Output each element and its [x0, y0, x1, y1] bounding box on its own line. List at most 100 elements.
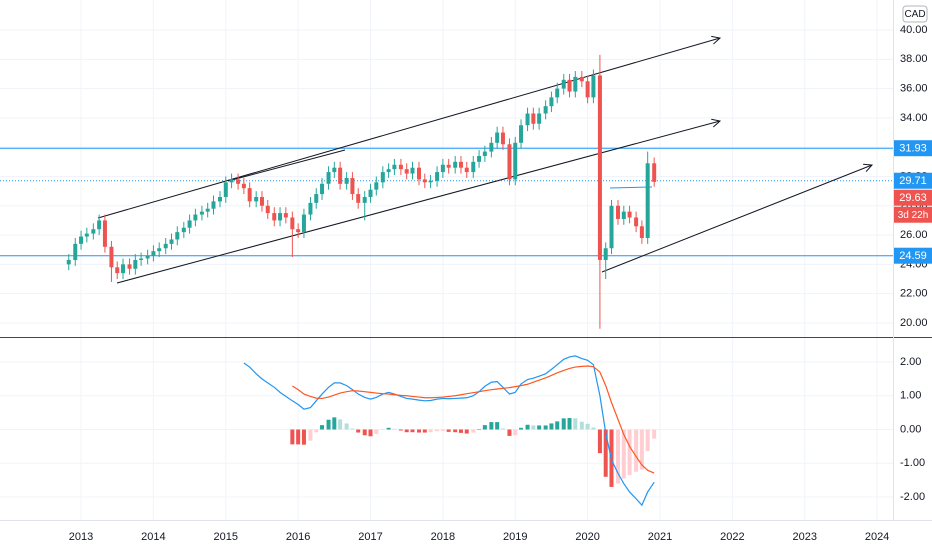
x-tick-label: 2017 — [358, 531, 382, 543]
price-level-label: 29.71 — [899, 175, 927, 187]
candle-body — [259, 196, 264, 206]
candle-body — [549, 97, 554, 107]
histogram-bar — [410, 429, 415, 433]
candle-body — [350, 177, 355, 195]
candle-body — [519, 125, 524, 143]
histogram-bar — [519, 427, 524, 430]
x-tick-label: 2024 — [865, 531, 889, 543]
candle-body — [283, 213, 288, 218]
histogram-bar — [398, 429, 403, 431]
candle-body — [308, 202, 313, 215]
price-level-label: 31.93 — [899, 143, 927, 155]
candle-body — [205, 208, 210, 212]
y2-tick-label: 1.00 — [900, 390, 921, 402]
price-level-label: 24.59 — [899, 250, 927, 262]
histogram-bar — [639, 429, 644, 470]
candle-body — [296, 229, 301, 233]
histogram-bar — [471, 429, 476, 433]
candle-body — [344, 177, 349, 184]
candle-body — [236, 179, 241, 184]
price-level-box — [894, 247, 932, 264]
histogram-bar — [561, 418, 566, 430]
histogram-bar — [404, 429, 409, 433]
candle-body — [561, 79, 566, 89]
candle-body — [453, 161, 458, 168]
histogram-bar — [417, 429, 422, 433]
candle-body — [386, 169, 391, 173]
candle-body — [428, 180, 433, 183]
candle-body — [489, 142, 494, 152]
candle-body — [652, 163, 657, 182]
candle-body — [380, 172, 385, 183]
candle-body — [555, 88, 560, 98]
candle-body — [84, 233, 89, 237]
candle-body — [241, 183, 246, 189]
candle-body — [634, 217, 639, 227]
candle-body — [464, 167, 469, 173]
candle-body — [199, 211, 204, 215]
candle-body — [338, 167, 343, 184]
marks — [66, 54, 657, 507]
candle-body — [410, 167, 415, 174]
candle-body — [627, 211, 632, 218]
histogram-bar — [338, 419, 343, 430]
candle-body — [645, 163, 650, 238]
candle-body — [537, 113, 542, 124]
axes: 2013 2014 2015 2016 2017 2018 2019 2020 2021 2022… — [69, 24, 932, 543]
candle-body — [326, 172, 331, 184]
histogram-bar — [645, 429, 650, 452]
histogram-bar — [507, 429, 512, 436]
candle-body — [301, 214, 306, 233]
y-tick-label: 26.00 — [900, 229, 928, 241]
histogram-bar — [386, 427, 391, 430]
histogram-bar — [652, 429, 657, 439]
candle-body — [73, 243, 78, 260]
histogram-bar — [380, 429, 385, 431]
histogram-bar — [320, 425, 325, 430]
candle-body — [507, 144, 512, 180]
countdown-label: 3d 22h — [898, 210, 929, 221]
histogram-bar — [573, 418, 578, 430]
trend-line — [97, 38, 720, 219]
histogram-bar — [428, 429, 433, 433]
histogram-bar — [374, 429, 379, 434]
candle-body — [597, 75, 602, 260]
histogram-bar — [513, 429, 518, 436]
y-tick-label: 40.00 — [900, 24, 928, 36]
histogram-bar — [314, 429, 319, 433]
candle-body — [639, 226, 644, 238]
histogram-bar — [591, 427, 596, 430]
candle-body — [422, 179, 427, 183]
histogram-bar — [350, 428, 355, 430]
x-tick-label: 2018 — [431, 531, 455, 543]
currency-box — [902, 5, 928, 23]
histogram-bar — [482, 425, 487, 430]
horizontal-ray — [609, 186, 653, 189]
candle-body — [223, 182, 228, 197]
histogram-bar — [621, 429, 626, 479]
candle-body — [591, 75, 596, 98]
signal-line — [292, 365, 655, 474]
histogram-bar — [435, 429, 440, 432]
candle-body — [616, 205, 621, 219]
candle-body — [229, 179, 234, 183]
candle-body — [579, 76, 584, 82]
candle-body — [621, 211, 626, 219]
x-tick-label: 2021 — [648, 531, 672, 543]
candle-body — [495, 132, 500, 143]
candle-body — [133, 259, 138, 269]
candle-body — [573, 76, 578, 92]
candle-body — [531, 113, 536, 124]
candle-body — [151, 251, 156, 256]
candle-body — [145, 255, 150, 259]
x-tick-label: 2013 — [69, 531, 93, 543]
y-tick-label: 36.00 — [900, 83, 928, 95]
histogram-bar — [440, 429, 445, 431]
histogram-bar — [525, 424, 530, 430]
x-tick-label: 2016 — [286, 531, 310, 543]
histogram-bar — [344, 423, 349, 430]
candle-body — [543, 106, 548, 114]
histogram-bar — [446, 429, 451, 432]
